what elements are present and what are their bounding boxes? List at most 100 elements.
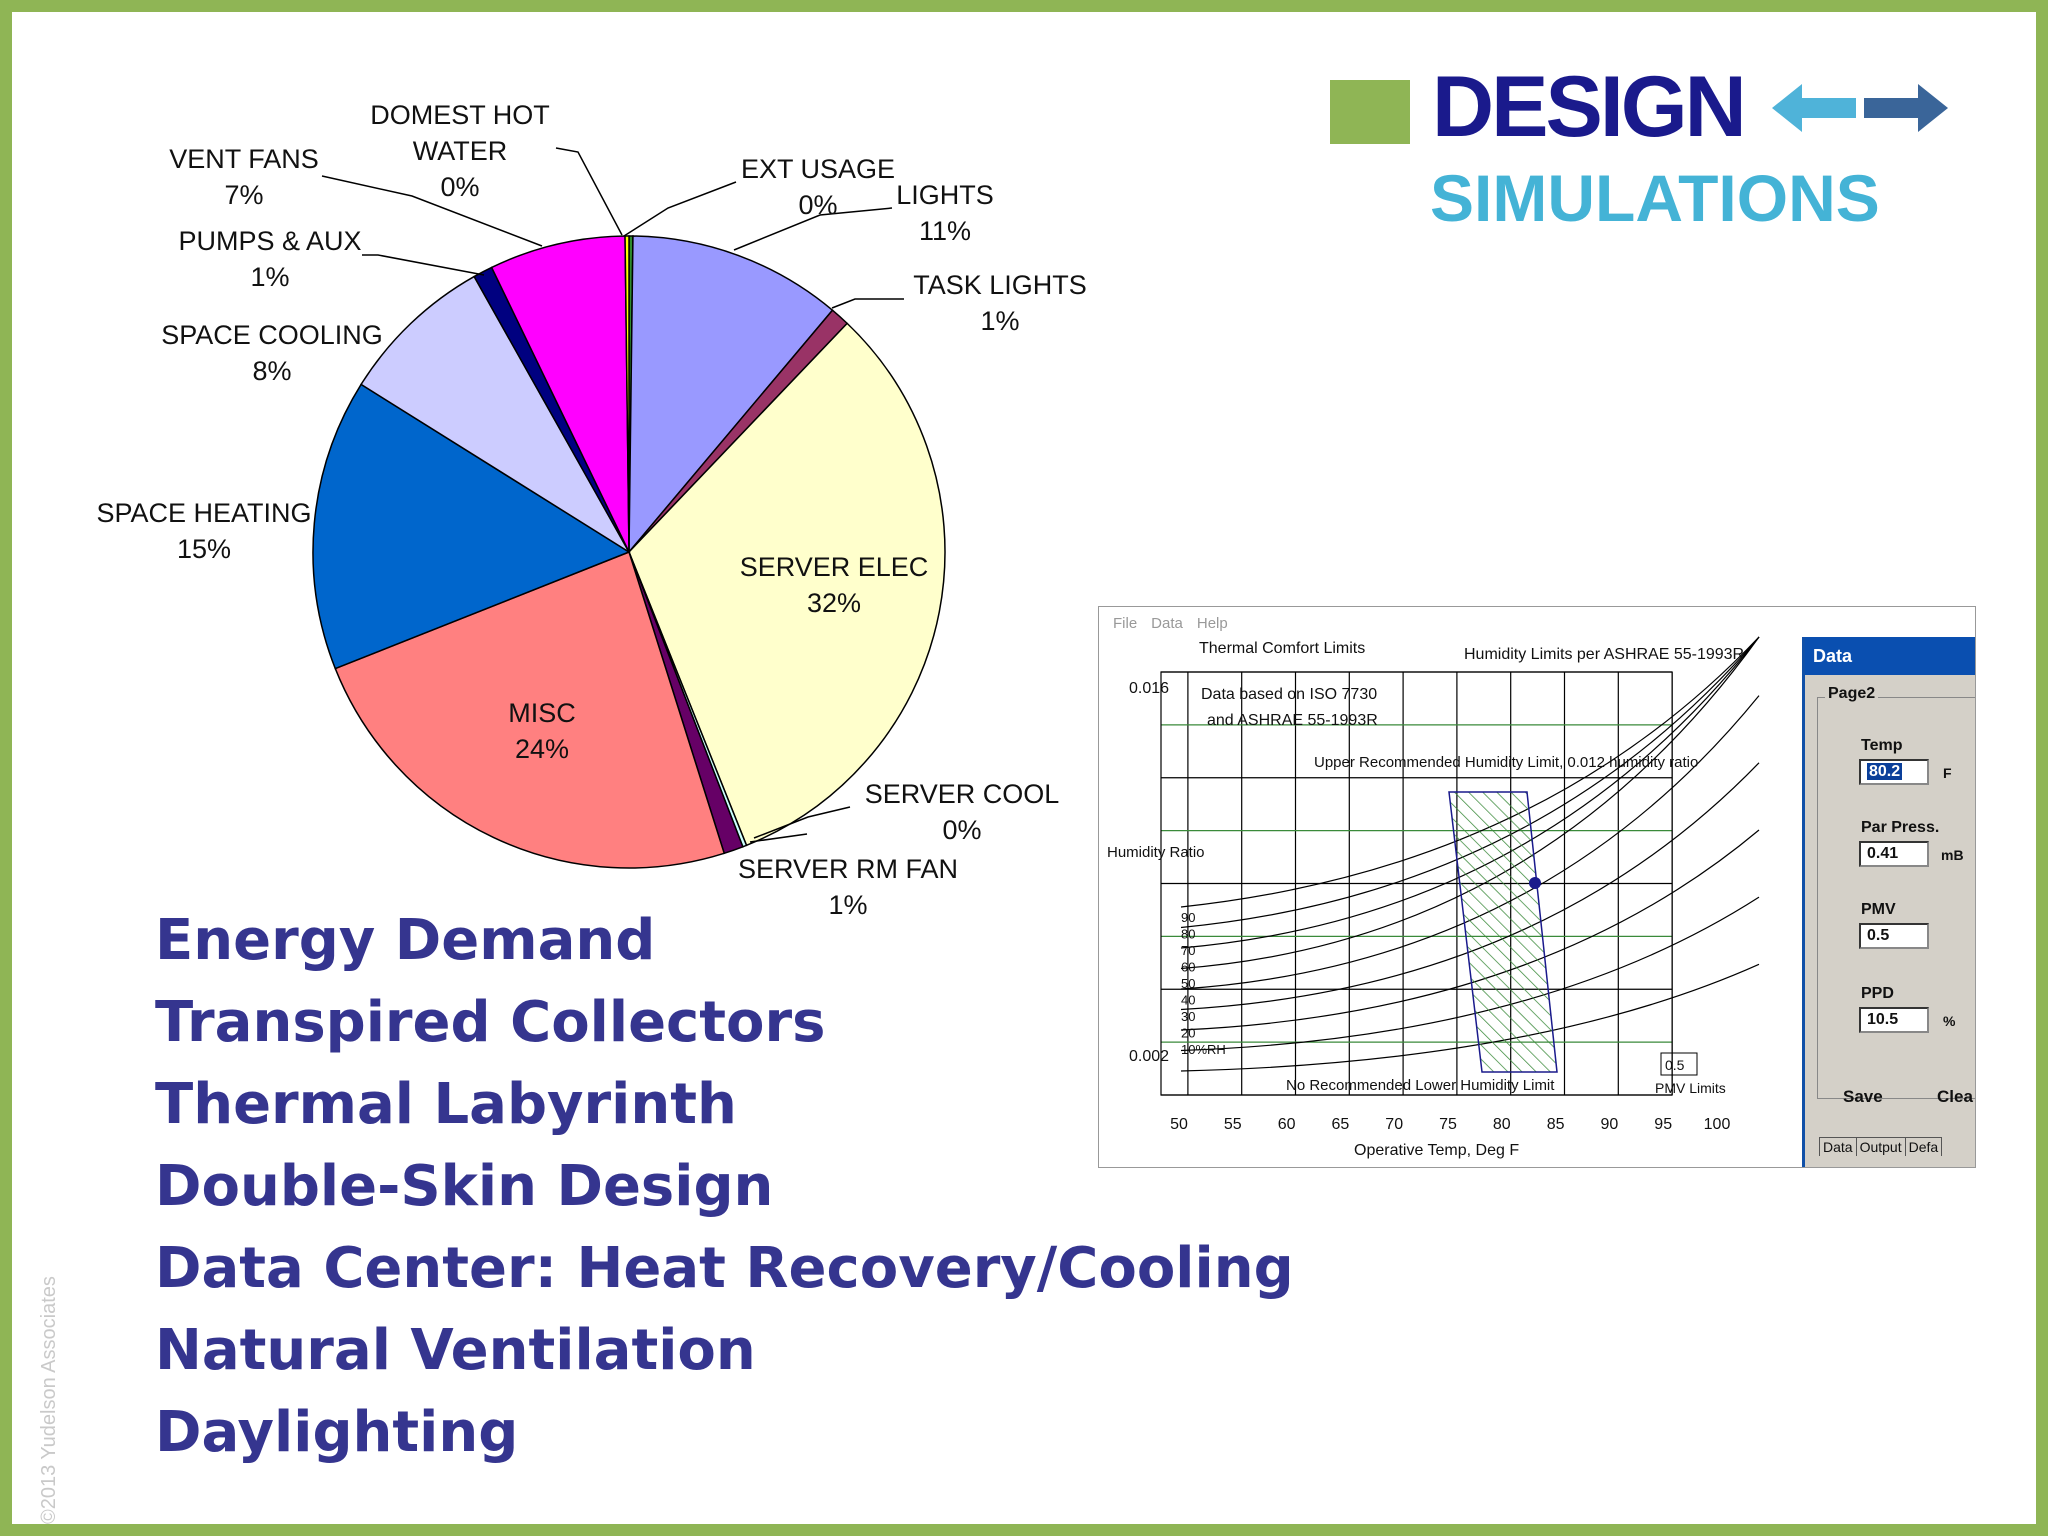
- y-axis-label: Humidity Ratio: [1107, 844, 1205, 861]
- x-tick-label: 100: [1704, 1116, 1731, 1133]
- pie-label-pumps-aux: PUMPS & AUX: [178, 226, 361, 256]
- rh-curve-label: 50: [1181, 976, 1195, 991]
- pie-label-space-cooling: SPACE COOLING: [161, 320, 383, 350]
- menu-data[interactable]: Data: [1151, 615, 1183, 632]
- thermal-comfort-app: Thermal Comfort Limits Humidity Limits p…: [1098, 606, 1976, 1168]
- leader-domest-hot-water: [555, 147, 623, 236]
- bullet-item: Data Center: Heat Recovery/Cooling: [155, 1236, 1294, 1301]
- temp-label: Temp: [1861, 737, 1903, 754]
- pmv-field[interactable]: 0.5: [1859, 923, 1929, 949]
- panel-title: Data: [1805, 637, 1975, 675]
- x-tick-label: 55: [1224, 1116, 1242, 1133]
- current-state-point: [1529, 877, 1541, 889]
- pie-value-vent-fans: 7%: [224, 180, 263, 210]
- pie-label-space-heating: SPACE HEATING: [96, 498, 311, 528]
- page-group-box: [1817, 697, 1975, 1099]
- leader-lights: [733, 207, 893, 251]
- x-tick-label: 95: [1654, 1116, 1672, 1133]
- pie-label-task-lights: TASK LIGHTS: [913, 270, 1087, 300]
- tab-output[interactable]: Output: [1855, 1137, 1906, 1156]
- pie-label-ext-usage: EXT USAGE: [741, 154, 895, 184]
- energy-pie-chart: DOMEST HOT WATER 0% VENT FANS 7% EXT USA…: [96, 100, 1087, 920]
- clear-button[interactable]: Clea: [1937, 1087, 1973, 1106]
- pie-label-server-elec: SERVER ELEC: [740, 552, 929, 582]
- leader-vent-fans: [321, 175, 543, 247]
- pie-value-space-cooling: 8%: [252, 356, 291, 386]
- pie-label-domest-hot-water-2: WATER: [413, 136, 508, 166]
- menu-help[interactable]: Help: [1196, 615, 1228, 632]
- rh-curve-label: 90: [1181, 910, 1195, 925]
- y-tick-top: 0.016: [1129, 680, 1169, 697]
- leader-task-lights: [831, 298, 904, 309]
- bullet-item: Energy Demand: [155, 908, 656, 973]
- save-button[interactable]: Save: [1843, 1087, 1883, 1106]
- app-menu-bar: File Data Help: [1113, 615, 1242, 632]
- temp-field[interactable]: 80.2: [1859, 759, 1929, 785]
- x-tick-label: 50: [1170, 1116, 1188, 1133]
- pie-slice-lights: [628, 235, 834, 555]
- menu-file[interactable]: File: [1113, 615, 1138, 632]
- bullet-item: Double-Skin Design: [155, 1154, 774, 1219]
- tab-data[interactable]: Data: [1819, 1137, 1857, 1156]
- comfort-zone: [1448, 791, 1558, 1073]
- x-tick-label: 65: [1332, 1116, 1350, 1133]
- bullet-list: Energy Demand Transpired Collectors Ther…: [155, 900, 1294, 1474]
- thermal-comfort-chart: Thermal Comfort Limits Humidity Limits p…: [1107, 636, 1760, 1159]
- ppd-unit: %: [1943, 1013, 1956, 1029]
- pie-label-misc: MISC: [508, 698, 576, 728]
- ppd-field[interactable]: 10.5: [1859, 1007, 1929, 1033]
- pmv-box-value: 0.5: [1665, 1057, 1685, 1073]
- double-arrow-icon: [1772, 84, 1948, 132]
- par-press-unit: mB: [1941, 847, 1964, 863]
- pmv-limits-label: PMV Limits: [1655, 1080, 1726, 1096]
- pie-slice-vent-fans: [490, 235, 630, 553]
- x-tick-label: 60: [1278, 1116, 1296, 1133]
- x-tick-label: 80: [1493, 1116, 1511, 1133]
- arrow-left-icon: [1772, 84, 1856, 132]
- lower-limit-label: No Recommended Lower Humidity Limit: [1286, 1077, 1555, 1094]
- arrow-right-icon: [1864, 84, 1948, 132]
- par-press-field[interactable]: 0.41: [1859, 841, 1929, 867]
- tab-defaults[interactable]: Defa: [1904, 1137, 1943, 1156]
- pie-slice-misc: [334, 551, 726, 869]
- plot-frame: [1160, 671, 1673, 1096]
- data-note-1: Data based on ISO 7730: [1201, 686, 1377, 703]
- ppd-label: PPD: [1861, 985, 1894, 1002]
- leader-server-cool: [753, 806, 851, 839]
- leader-ext-usage: [623, 181, 737, 237]
- chart-title: Thermal Comfort Limits: [1199, 640, 1365, 657]
- bullet-item: Thermal Labyrinth: [155, 1072, 737, 1137]
- pie-label-domest-hot-water: DOMEST HOT: [370, 100, 550, 130]
- pie-value-pumps-aux: 1%: [250, 262, 289, 292]
- pie-label-server-cool: SERVER COOL: [865, 779, 1060, 809]
- rh-curve-label: 80: [1181, 927, 1195, 942]
- bullet-item: Daylighting: [155, 1400, 519, 1465]
- chart-subtitle: Humidity Limits per ASHRAE 55-1993R: [1464, 646, 1744, 663]
- rh-curve-label: 10%RH: [1181, 1042, 1226, 1057]
- bullet-item: Transpired Collectors: [155, 990, 826, 1055]
- pie-label-lights: LIGHTS: [896, 180, 994, 210]
- temp-unit: F: [1943, 765, 1952, 781]
- pie-slice-server-elec: [628, 322, 946, 847]
- copyright-text: ©2013 Yudelson Associates: [38, 1276, 60, 1524]
- leader-pumps-aux: [362, 254, 485, 276]
- panel-tabs: Data Output Defa: [1819, 1137, 1943, 1156]
- bullet-item: Natural Ventilation: [155, 1318, 756, 1383]
- x-axis-label: Operative Temp, Deg F: [1354, 1142, 1519, 1159]
- pie-value-ext-usage: 0%: [798, 190, 837, 220]
- y-tick-bottom: 0.002: [1129, 1048, 1169, 1065]
- pie-value-space-heating: 15%: [177, 534, 231, 564]
- rh-curve-label: 40: [1181, 993, 1195, 1008]
- pie-label-vent-fans: VENT FANS: [169, 144, 319, 174]
- rh-curve-label: 70: [1181, 943, 1195, 958]
- pie-slice-space-heating: [312, 383, 631, 670]
- rh-curve-label: 60: [1181, 960, 1195, 975]
- pie-value-domest-hot-water: 0%: [440, 172, 479, 202]
- rh-curve-label: 20: [1181, 1026, 1195, 1041]
- x-tick-label: 75: [1439, 1116, 1457, 1133]
- upper-limit-label: Upper Recommended Humidity Limit, 0.012 …: [1314, 754, 1698, 771]
- pie-value-server-cool: 0%: [942, 815, 981, 845]
- data-note-2: and ASHRAE 55-1993R: [1207, 712, 1378, 729]
- rh-curve-label: 30: [1181, 1009, 1195, 1024]
